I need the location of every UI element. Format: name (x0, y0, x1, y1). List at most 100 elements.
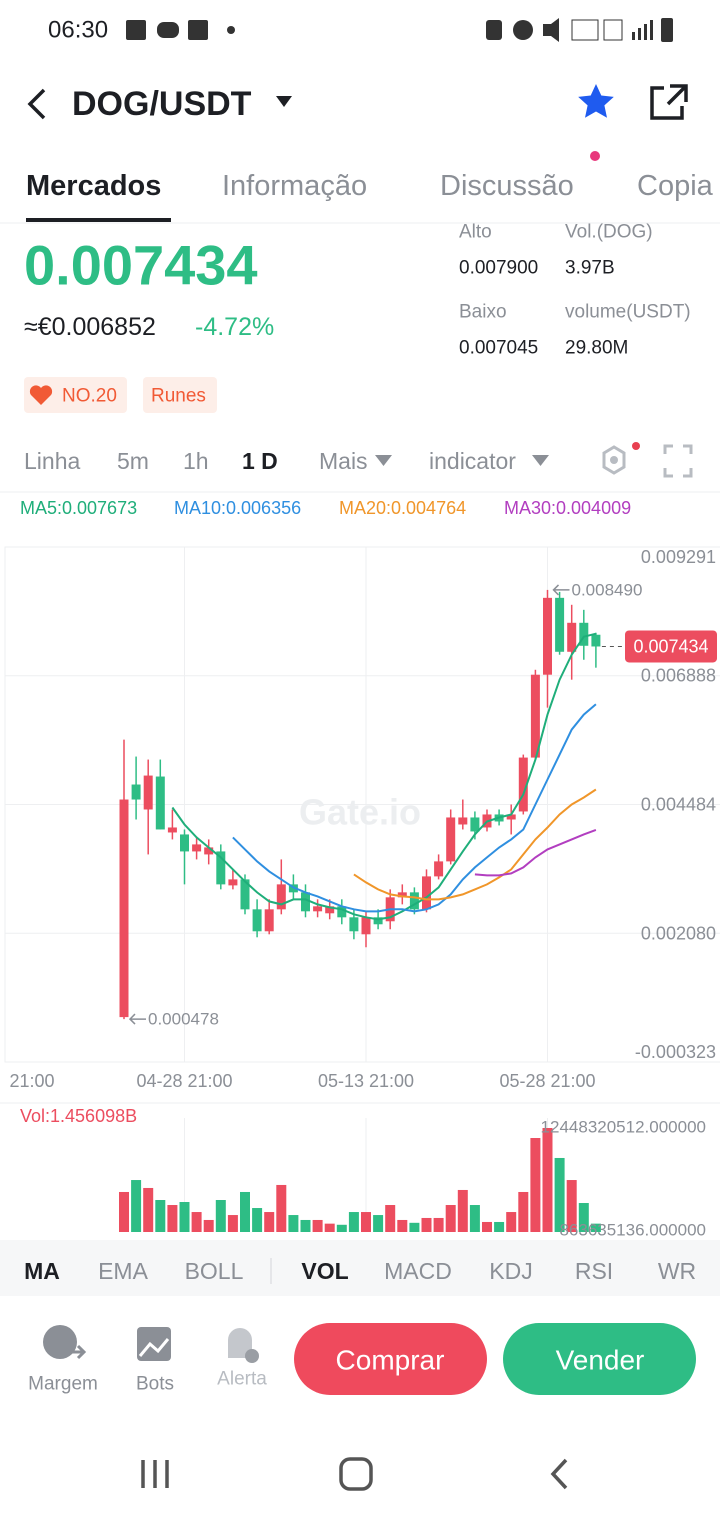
x-tick-label: 04-28 21:00 (136, 1071, 232, 1091)
tag[interactable] (24, 377, 127, 413)
settings-icon[interactable] (602, 445, 626, 475)
margin-button[interactable] (43, 1325, 87, 1360)
indicator-tab[interactable]: RSI (575, 1258, 613, 1284)
candle-body (361, 917, 371, 935)
candle-body (567, 622, 577, 652)
y-tick-label: -0.000323 (635, 1042, 716, 1062)
nav-back[interactable] (550, 1458, 568, 1490)
candle-body (409, 892, 419, 910)
timeframe[interactable]: 1 D (242, 448, 278, 474)
timeframe[interactable]: Mais (319, 448, 368, 474)
tab[interactable]: Informação (222, 170, 367, 202)
stat-value: 29.80M (565, 338, 628, 359)
sell-button[interactable] (503, 1323, 696, 1395)
volume-bar (469, 1205, 480, 1232)
volume-bar (240, 1191, 250, 1232)
pair-dropdown[interactable] (276, 96, 292, 107)
indicator-tab[interactable]: MACD (384, 1258, 452, 1284)
back-button[interactable] (27, 88, 46, 120)
ma-legend: MA5:0.007673 (20, 498, 137, 518)
tab-indicator (26, 218, 171, 222)
y-tick-label: 0.002080 (641, 923, 716, 943)
last-price-tag (625, 630, 717, 663)
volume-bar (361, 1212, 371, 1232)
nav-recent[interactable] (141, 1460, 169, 1488)
tag-label: NO.20 (62, 386, 117, 407)
indicator-tab[interactable]: MA (24, 1258, 60, 1284)
tag-icon (29, 385, 53, 405)
timeframe[interactable]: 5m (117, 448, 149, 474)
candle-body (506, 814, 516, 820)
bots-button[interactable] (137, 1327, 171, 1361)
timeframe[interactable]: Linha (24, 448, 80, 474)
volume-label: Vol:1.456098B (20, 1106, 137, 1126)
pair-title[interactable]: DOG/USDT (72, 85, 252, 123)
volume-bar (300, 1219, 311, 1232)
candle-body (119, 799, 129, 1018)
volume-bar (433, 1217, 444, 1232)
volume-bar (421, 1217, 432, 1232)
tag[interactable] (143, 377, 217, 413)
dropdown-arrow (375, 455, 392, 466)
indicator-tab[interactable]: EMA (98, 1258, 149, 1284)
volume-bar (155, 1200, 166, 1232)
tab[interactable]: Discussão (440, 170, 574, 202)
tab[interactable]: Copia (637, 170, 714, 202)
volume-bar (373, 1215, 384, 1232)
stat-value: 3.97B (565, 258, 615, 279)
volume-bar (518, 1191, 529, 1232)
volume-bar (348, 1212, 359, 1232)
volume-bar (215, 1200, 226, 1232)
candle-body (579, 622, 589, 646)
volume-bar (227, 1215, 238, 1232)
sell-label[interactable]: Vender (556, 1345, 645, 1376)
candle-body (143, 775, 153, 810)
volume-bar (482, 1221, 492, 1232)
fiat-price: ≈€0.006852 (24, 313, 156, 341)
indicator-tab[interactable]: BOLL (185, 1258, 244, 1284)
alert-button[interactable] (228, 1328, 259, 1363)
share-button[interactable] (650, 84, 688, 120)
candle-body (228, 879, 238, 886)
candle-body (216, 851, 226, 885)
indicator-tab[interactable]: WR (658, 1258, 696, 1284)
notification-dot (590, 151, 600, 161)
fullscreen-icon[interactable] (663, 444, 693, 478)
stat-value: 0.007045 (459, 338, 538, 359)
volume-bar (143, 1187, 154, 1232)
ma-line (232, 703, 597, 913)
candle-body (530, 674, 540, 758)
indicator-bar (0, 1240, 720, 1296)
buy-label[interactable]: Comprar (336, 1345, 445, 1376)
volume-bar (542, 1128, 553, 1232)
indicator-tab[interactable]: VOL (301, 1258, 348, 1284)
volume-bar (530, 1138, 541, 1232)
timeframe[interactable]: 1h (183, 448, 209, 474)
candle-body (591, 634, 601, 647)
ma-legend: MA20:0.004764 (339, 498, 466, 518)
annotation-arrow (128, 1013, 146, 1025)
candle-body (543, 597, 552, 675)
candle-body (434, 861, 444, 877)
status-icons (126, 18, 673, 42)
timeframe[interactable]: indicator (429, 448, 516, 474)
stat-label: Alto (459, 222, 492, 243)
stat-label: Baixo (459, 302, 507, 323)
x-tick-label: 05-13 21:00 (318, 1071, 414, 1091)
volume-bar (324, 1223, 335, 1232)
action-label[interactable]: Alerta (217, 1369, 267, 1390)
volume-bar (578, 1203, 589, 1232)
buy-button[interactable] (294, 1323, 487, 1395)
indicator-tab[interactable]: KDJ (489, 1258, 532, 1284)
candle-body (446, 817, 456, 862)
settings-icon-dot (610, 456, 618, 464)
favorite-star[interactable] (578, 84, 614, 118)
tab[interactable]: Mercados (26, 170, 161, 202)
action-label[interactable]: Margem (28, 1374, 98, 1395)
candle-body (192, 844, 202, 852)
volume-bar (203, 1219, 214, 1232)
nav-home[interactable] (339, 1457, 373, 1491)
action-label[interactable]: Bots (136, 1374, 174, 1395)
candle-body (155, 776, 165, 830)
